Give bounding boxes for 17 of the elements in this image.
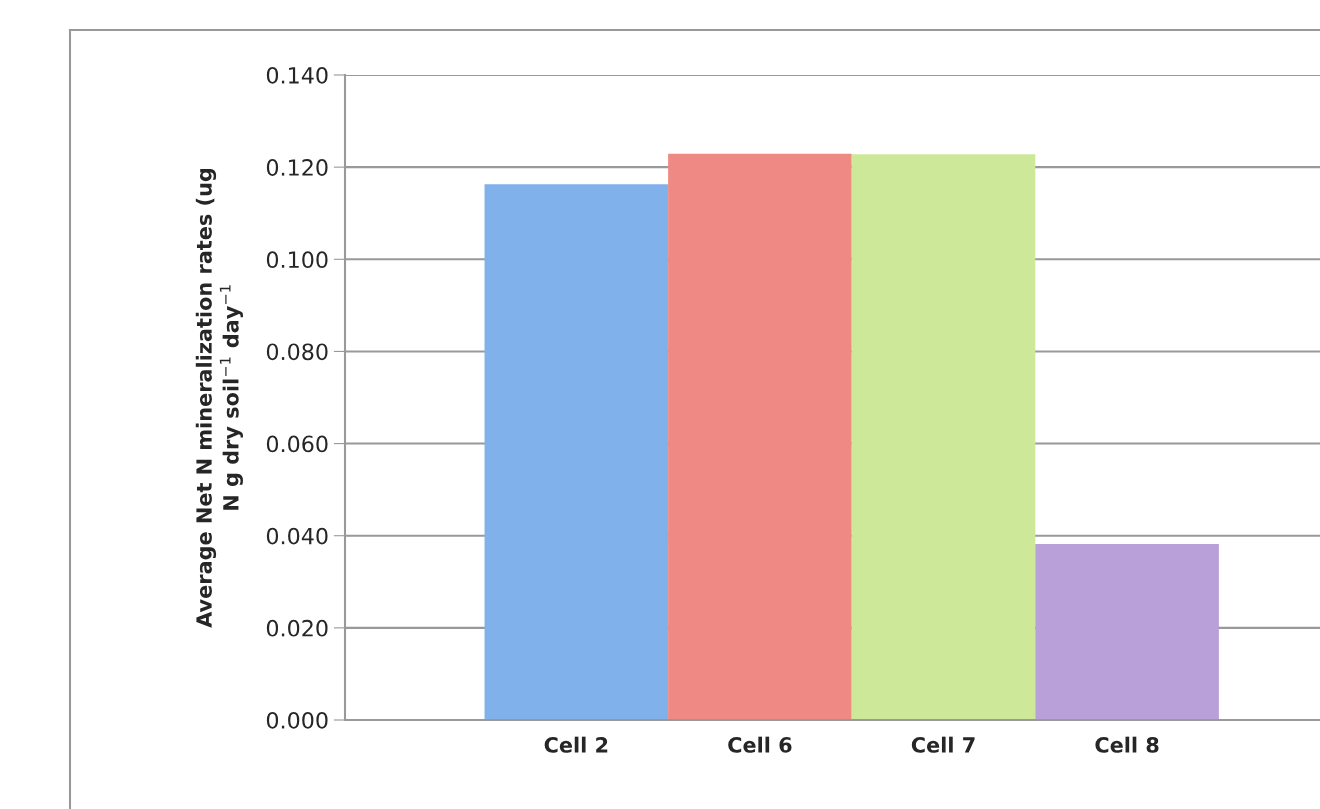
y-tick-label: 0.140	[266, 66, 328, 84]
y-tick-label: 0.020	[266, 619, 328, 637]
bar	[668, 153, 852, 720]
x-tick-label: Cell 7	[911, 736, 975, 753]
y-tick-label: 0.040	[266, 527, 328, 545]
y-tick-label: 0.120	[266, 159, 328, 176]
bar	[1035, 544, 1219, 720]
y-tick-label: 0.100	[266, 251, 328, 269]
bar	[851, 154, 1036, 720]
x-tick-label: Cell 2	[544, 736, 608, 753]
bar	[484, 184, 669, 720]
y-tick-label: 0.080	[266, 343, 328, 361]
y-axis-title: Average Net N mineralization rates (ug N g dry soil$^{−1}$ day$^{−1}$	[195, 168, 243, 628]
y-tick-label: 0.000	[266, 711, 328, 729]
x-tick-label: Cell 6	[728, 736, 792, 753]
x-tick-label: Cell 8	[1095, 736, 1159, 753]
y-tick-label: 0.060	[266, 435, 328, 453]
